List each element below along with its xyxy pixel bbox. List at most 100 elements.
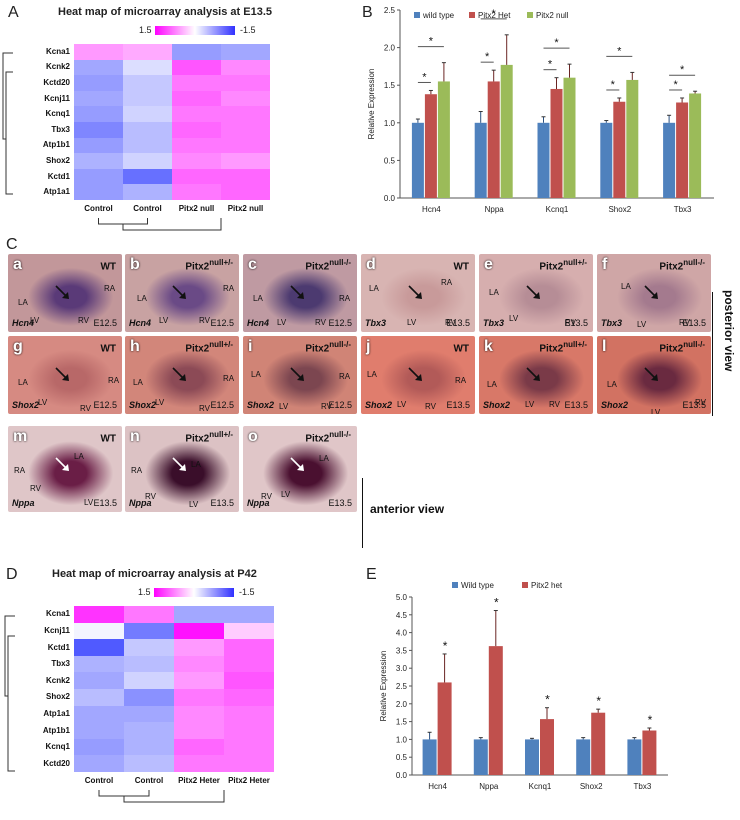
in-situ-photo-g: g WT Shox2 E12.5 LA RA LV RV [8, 336, 122, 414]
anatomy-label: LV [525, 400, 535, 409]
stage-label: E13.5 [682, 318, 706, 328]
anatomy-label: LV [651, 408, 661, 414]
genotype-text: Pitx2 [185, 433, 210, 445]
stage-label: E13.5 [328, 498, 352, 508]
bar [676, 102, 689, 198]
bar [473, 739, 488, 775]
scale-min-label: -1.5 [240, 25, 256, 35]
heatmap-cell [221, 153, 270, 169]
bar [437, 682, 452, 775]
heatmap-cell [123, 106, 172, 122]
anatomy-label: RV [80, 404, 91, 413]
in-situ-photo-a: a WT Hcn4 E12.5 LA RA LV RV [8, 254, 122, 332]
genotype-label: Pitx2null+/- [185, 430, 233, 444]
bar [689, 93, 702, 198]
heatmap-cell [123, 90, 172, 107]
arrow-marker [172, 285, 186, 299]
gene-label: Kctd20 [43, 758, 70, 768]
genotype-superscript: null+/- [563, 258, 587, 267]
heatmap-cell [224, 722, 274, 739]
bar [576, 739, 591, 775]
genotype-text: WT [453, 343, 469, 355]
gene-label: Shox2 [45, 692, 70, 702]
gene-label: Atp1b1 [42, 140, 70, 150]
anatomy-label: LV [84, 498, 94, 507]
bar [537, 122, 550, 198]
in-situ-photo-m: m WT Nppa E13.5 LA RA RV LV [8, 426, 122, 512]
anatomy-label: LA [18, 298, 28, 307]
heatmap-cell [124, 738, 174, 756]
heatmap-cell [172, 75, 221, 91]
genotype-text: Pitx2 [659, 343, 684, 355]
y-tick-label: 3.0 [396, 664, 408, 673]
arrow-marker [55, 457, 69, 471]
anatomy-label: LA [489, 288, 499, 297]
bar [600, 122, 613, 198]
legend-label: Pitx2 Het [478, 11, 511, 20]
heatmap-cell [221, 59, 270, 76]
genotype-text: Pitx2 [305, 433, 330, 445]
anatomy-label: LV [637, 320, 647, 329]
heatmap-cell [224, 738, 274, 756]
heatmap-cell [221, 75, 270, 91]
y-tick-label: 2.5 [396, 682, 408, 691]
scale-max-label: 1.5 [139, 25, 152, 35]
anatomy-label: RV [199, 316, 210, 325]
in-situ-photo-n: n Pitx2null+/- Nppa E13.5 LA RA RV LV [125, 426, 239, 512]
heatmap-cell [74, 639, 124, 656]
category-label: Kcnq1 [546, 205, 569, 214]
heatmap-cell [224, 689, 274, 706]
significance-star: * [429, 36, 434, 48]
in-situ-photo-j: j WT Shox2 E13.5 LA RA LV RV [361, 336, 475, 414]
anatomy-label: RA [104, 284, 116, 293]
significance-star: * [617, 45, 622, 57]
genotype-text: Pitx2 [185, 343, 210, 355]
gene-label: Kcnj11 [44, 93, 70, 103]
anterior-view-bracket [362, 478, 363, 548]
heatmap-cell [74, 44, 123, 60]
anatomy-label: LA [319, 454, 329, 463]
category-label: Tbx3 [674, 205, 692, 214]
gene-label: Shox2 [45, 156, 70, 165]
heatmap-cell [124, 606, 174, 623]
heatmap-cell [74, 184, 123, 200]
heatmap-cell [123, 59, 172, 76]
bar [540, 719, 554, 775]
panel-letter-c: C [6, 236, 18, 253]
heatmap-cell [123, 75, 172, 91]
significance-star: * [422, 71, 427, 83]
heatmap-cell [74, 106, 123, 122]
bar [642, 730, 657, 775]
heatmap-cell [74, 153, 123, 169]
panel-letter-d: D [6, 566, 18, 583]
genotype-label: Pitx2null-/- [659, 258, 705, 272]
photo-letter: b [130, 256, 140, 273]
category-label: Tbx3 [634, 782, 652, 791]
anatomy-label: RA [441, 278, 453, 287]
gene-label: Kcnk2 [45, 62, 70, 72]
heatmap-cell [174, 755, 224, 772]
heatmap-cell [221, 90, 270, 107]
column-label: Control [133, 204, 162, 213]
bar [663, 122, 676, 198]
anatomy-label: RV [321, 402, 332, 411]
gene-label: Atp1a1 [43, 708, 70, 718]
heatmap-cell [224, 672, 274, 689]
genotype-text: Pitx2 [185, 261, 210, 273]
arrow-marker [290, 457, 304, 471]
anatomy-label: RA [223, 284, 235, 293]
anatomy-label: RV [315, 318, 326, 327]
y-tick-label: 2.0 [396, 700, 408, 709]
anatomy-label: LA [621, 282, 631, 291]
arrow-marker [172, 457, 186, 471]
in-situ-photo-l: l Pitx2null-/- Shox2 E13.5 LA LV RV [597, 336, 711, 414]
heatmap-cell [172, 90, 221, 107]
photo-letter: k [484, 338, 493, 355]
y-tick-label: 5.0 [396, 593, 408, 602]
arrow-marker [290, 367, 304, 381]
gene-label: Kcnj11 [44, 625, 70, 635]
gene-label: Kctd1 [47, 642, 70, 652]
heatmap-cell [124, 722, 174, 739]
anatomy-label: RV [78, 316, 89, 325]
heatmap-cell [74, 738, 124, 756]
